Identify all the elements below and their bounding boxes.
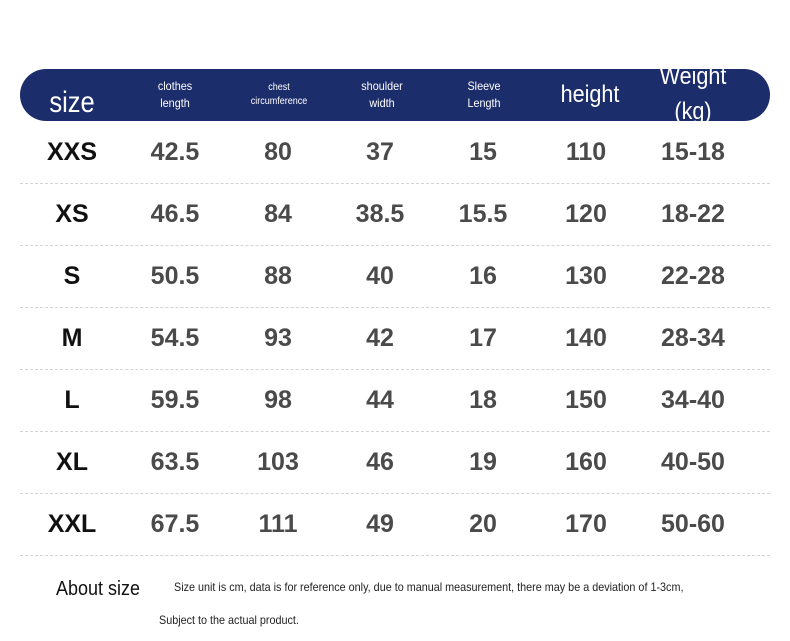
table-cell-height: 110 [565, 138, 607, 166]
table-cell-sleeve-length: 15 [469, 138, 497, 166]
table-row: XS 46.5 84 38.5 15.5 120 18-22 [20, 184, 770, 246]
size-label-cell: XXS [46, 138, 98, 166]
table-cell-chest-circumference: 93 [264, 324, 292, 352]
table-cell-chest-circumference: 88 [264, 262, 292, 290]
size-label-cell: M [61, 324, 83, 352]
table-row: XXL 67.5 111 49 20 170 50-60 [20, 494, 770, 556]
table-cell-weight: 40-50 [661, 448, 725, 476]
table-row: XXS 42.5 80 37 15 110 15-18 [20, 122, 770, 184]
table-cell-clothes-length: 50.5 [150, 262, 200, 290]
table-cell-clothes-length: 67.5 [150, 510, 200, 538]
table-cell-shoulder-width: 37 [366, 138, 394, 166]
table-cell-chest-circumference: 84 [264, 200, 292, 228]
table-cell-weight: 34-40 [661, 386, 725, 414]
table-cell-weight: 28-34 [661, 324, 725, 352]
header-sleeve-length: Sleeve Length [467, 78, 501, 110]
table-cell-chest-circumference: 111 [258, 510, 298, 538]
table-cell-sleeve-length: 19 [469, 448, 497, 476]
table-row: XL 63.5 103 46 19 160 40-50 [20, 432, 770, 494]
table-cell-weight: 22-28 [661, 262, 725, 290]
table-row: L 59.5 98 44 18 150 34-40 [20, 370, 770, 432]
size-label-cell: S [63, 262, 81, 290]
table-cell-height: 130 [565, 262, 607, 290]
table-cell-height: 170 [565, 510, 607, 538]
table-cell-weight: 15-18 [661, 138, 725, 166]
table-cell-weight: 18-22 [661, 200, 725, 228]
table-cell-weight: 50-60 [661, 510, 725, 538]
table-cell-height: 140 [565, 324, 607, 352]
header-weight: Weight (kg) [659, 63, 727, 125]
about-size-title: About size [56, 578, 141, 600]
header-shoulder-width: shoulder width [361, 78, 403, 110]
table-cell-clothes-length: 46.5 [150, 200, 200, 228]
header-clothes-length: clothes length [157, 78, 193, 110]
table-cell-sleeve-length: 17 [469, 324, 497, 352]
header-height: height [560, 80, 620, 108]
table-cell-clothes-length: 54.5 [150, 324, 200, 352]
size-label-cell: L [64, 386, 80, 414]
table-cell-sleeve-length: 20 [469, 510, 497, 538]
size-note-line-1: Size unit is cm, data is for reference o… [174, 580, 684, 594]
header-chest-circumference: chest circumference [250, 81, 308, 108]
table-cell-shoulder-width: 38.5 [355, 200, 405, 228]
table-row: S 50.5 88 40 16 130 22-28 [20, 246, 770, 308]
table-cell-chest-circumference: 80 [264, 138, 292, 166]
table-cell-sleeve-length: 18 [469, 386, 497, 414]
table-cell-clothes-length: 63.5 [150, 448, 200, 476]
size-note-line-2: Subject to the actual product. [159, 613, 299, 627]
size-label-cell: XXL [47, 510, 97, 538]
table-cell-shoulder-width: 44 [366, 386, 394, 414]
header-size: size [49, 86, 95, 120]
table-cell-clothes-length: 59.5 [150, 386, 200, 414]
table-cell-shoulder-width: 42 [366, 324, 394, 352]
table-cell-chest-circumference: 103 [257, 448, 299, 476]
table-cell-shoulder-width: 49 [366, 510, 394, 538]
table-cell-height: 160 [565, 448, 607, 476]
table-cell-height: 120 [565, 200, 607, 228]
size-label-cell: XL [56, 448, 88, 476]
table-cell-sleeve-length: 15.5 [458, 200, 508, 228]
table-row: M 54.5 93 42 17 140 28-34 [20, 308, 770, 370]
table-cell-sleeve-length: 16 [469, 262, 497, 290]
size-label-cell: XS [55, 200, 89, 228]
table-cell-height: 150 [565, 386, 607, 414]
table-cell-shoulder-width: 46 [366, 448, 394, 476]
table-cell-shoulder-width: 40 [366, 262, 394, 290]
table-cell-chest-circumference: 98 [264, 386, 292, 414]
table-header: size clothes length chest circumference … [20, 63, 770, 125]
table-cell-clothes-length: 42.5 [150, 138, 200, 166]
